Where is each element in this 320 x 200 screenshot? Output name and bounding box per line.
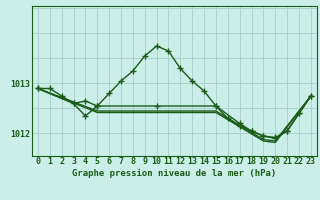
X-axis label: Graphe pression niveau de la mer (hPa): Graphe pression niveau de la mer (hPa) <box>72 169 276 178</box>
